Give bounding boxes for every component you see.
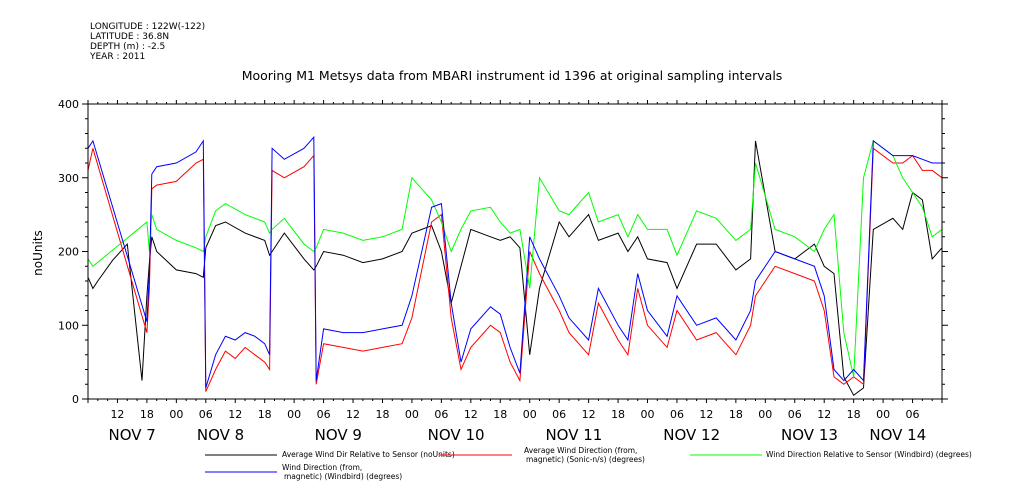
- x-tick-label: 00: [287, 408, 301, 421]
- year-text: YEAR : 2011: [90, 52, 146, 62]
- x-day-label: NOV 12: [663, 426, 720, 444]
- x-day-label: NOV 10: [428, 426, 485, 444]
- y-axis-label: noUnits: [31, 230, 45, 276]
- x-tick-label: 18: [847, 408, 861, 421]
- x-tick-label: 06: [552, 408, 566, 421]
- series-line-2: [87, 140, 943, 378]
- x-tick-label: 06: [788, 408, 802, 421]
- x-tick-label: 00: [523, 408, 537, 421]
- x-tick-label: 18: [258, 408, 272, 421]
- x-day-label: NOV 7: [109, 426, 156, 444]
- x-tick-label: 12: [346, 408, 360, 421]
- series-line-0: [87, 140, 943, 397]
- depth-text: DEPTH (m) : -2.5: [90, 42, 166, 52]
- x-tick-label: 06: [670, 408, 684, 421]
- x-day-label: NOV 8: [197, 426, 244, 444]
- legend-label: Wind Direction Relative to Sensor (Windb…: [766, 450, 972, 459]
- y-tick-label: 0: [72, 393, 79, 406]
- x-tick-label: 12: [228, 408, 242, 421]
- legend-label: Average Wind Dir Relative to Sensor (noU…: [282, 450, 455, 459]
- x-tick-label: 18: [729, 408, 743, 421]
- longitude-text: LONGITUDE : 122W(-122): [90, 22, 206, 32]
- x-tick-label: 18: [611, 408, 625, 421]
- x-tick-label: 18: [375, 408, 389, 421]
- x-tick-label: 00: [641, 408, 655, 421]
- x-tick-label: 06: [906, 408, 920, 421]
- series-line-3: [87, 135, 942, 389]
- x-tick-label: 00: [169, 408, 183, 421]
- x-tick-label: 06: [434, 408, 448, 421]
- x-day-label: NOV 14: [869, 426, 926, 444]
- latitude-text: LATITUDE : 36.8N: [90, 32, 170, 42]
- legend: Average Wind Dir Relative to Sensor (noU…: [205, 446, 972, 481]
- x-tick-label: 06: [199, 408, 213, 421]
- x-tick-label: 00: [876, 408, 890, 421]
- x-tick-label: 12: [699, 408, 713, 421]
- y-tick-label: 300: [58, 172, 79, 185]
- x-tick-label: 12: [582, 408, 596, 421]
- x-tick-label: 12: [464, 408, 478, 421]
- x-tick-label: 18: [140, 408, 154, 421]
- x-tick-label: 06: [317, 408, 331, 421]
- series-layer: [87, 135, 943, 397]
- x-tick-label: 00: [758, 408, 772, 421]
- x-tick-label: 12: [110, 408, 124, 421]
- legend-label: Average Wind Direction (from, magnetic) (…: [524, 446, 645, 464]
- x-day-label: NOV 13: [781, 426, 838, 444]
- axis-layer: 0 100 200 300 400 12 18 00 06 12 18 00 06 12 18 00 06 12 1…: [58, 98, 948, 444]
- x-day-label: NOV 9: [315, 426, 362, 444]
- y-tick-label: 200: [58, 246, 79, 259]
- legend-label: Wind Direction (from, magnetic) (Windbird…: [282, 463, 402, 481]
- x-tick-label: 12: [817, 408, 831, 421]
- series-line-1: [87, 147, 943, 392]
- y-tick-label: 400: [58, 98, 79, 111]
- x-tick-label: 18: [493, 408, 507, 421]
- metadata-block: LONGITUDE : 122W(-122) LATITUDE : 36.8N …: [90, 22, 205, 62]
- x-day-label: NOV 11: [545, 426, 602, 444]
- chart-title: Mooring M1 Metsys data from MBARI instru…: [242, 68, 783, 83]
- y-tick-label: 100: [58, 319, 79, 332]
- x-tick-label: 00: [405, 408, 419, 421]
